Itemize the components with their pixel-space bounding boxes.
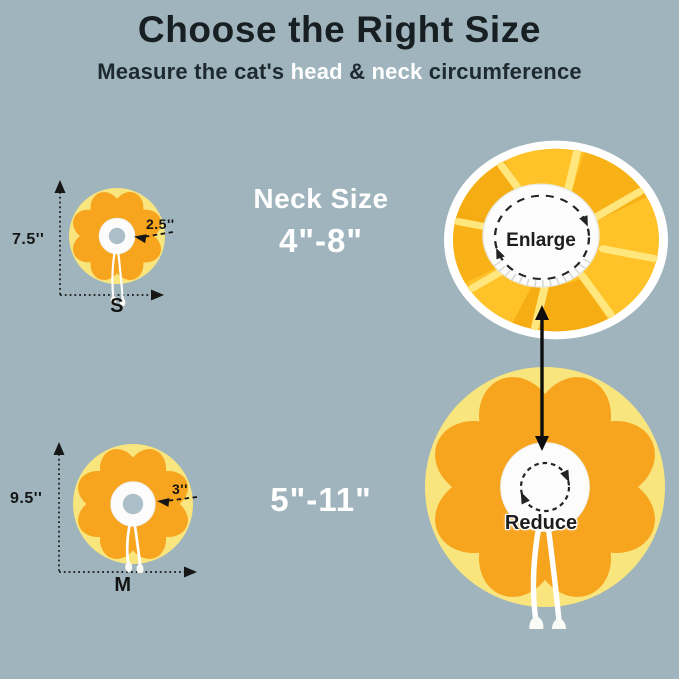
size-s-measure-arrows — [54, 180, 164, 301]
size-s-hole-arrow — [134, 231, 174, 244]
reduce-collar-photo — [425, 367, 665, 629]
size-m-letter: M — [114, 574, 132, 596]
neck-size-large-range: 5"-11" — [270, 481, 372, 518]
size-m-collar-photo — [73, 444, 193, 573]
size-s-height-label: 7.5'' — [12, 231, 45, 248]
size-m-hole-label: 3'' — [172, 481, 188, 497]
size-s-hole-label: 2.5'' — [146, 216, 175, 232]
subtitle-word-neck: neck — [371, 59, 423, 84]
neck-size-heading: Neck Size — [253, 183, 389, 214]
subtitle-connector: & — [342, 59, 372, 84]
size-m-measure-arrows — [53, 442, 197, 578]
enlarge-collar-photo — [444, 140, 668, 340]
page-title: Choose the Right Size — [137, 9, 542, 50]
subtitle-prefix: Measure the cat's — [97, 59, 291, 84]
subtitle-word-head: head — [290, 59, 343, 84]
subtitle-suffix: circumference — [422, 59, 582, 84]
enlarge-label: Enlarge — [506, 230, 576, 251]
neck-size-small-range: 4"-8" — [279, 222, 363, 259]
size-s-collar-photo — [69, 188, 165, 307]
size-m-height-label: 9.5'' — [10, 490, 43, 507]
size-s-letter: S — [110, 295, 124, 317]
size-m-hole-arrow — [157, 496, 198, 507]
enlarge-reduce-arrow — [535, 305, 549, 451]
subtitle: Measure the cat's head & neck circumfere… — [0, 59, 679, 85]
reduce-label: Reduce — [504, 512, 578, 534]
